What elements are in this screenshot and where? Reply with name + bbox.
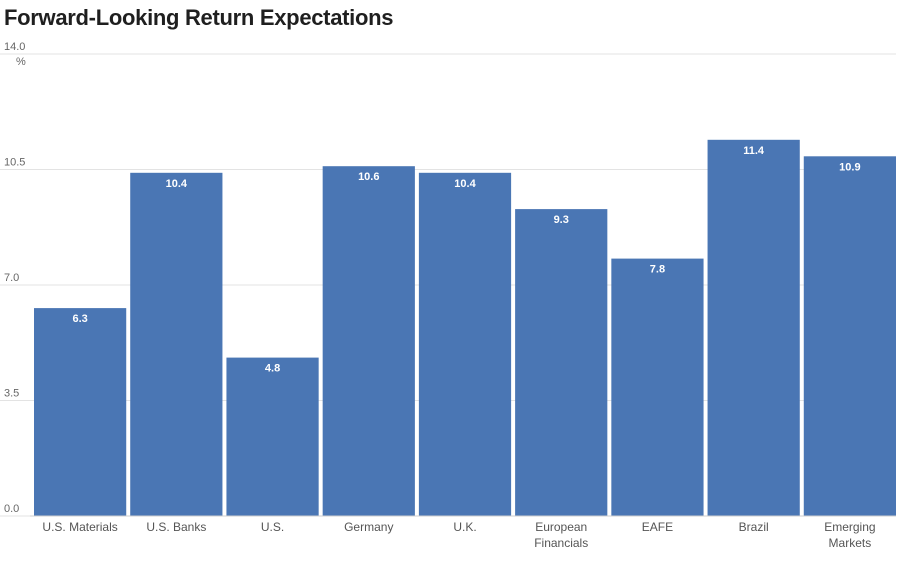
y-tick-label: 7.0 <box>4 272 19 284</box>
x-tick-label: U.S. Materials <box>42 520 117 534</box>
bar <box>611 258 704 516</box>
data-label: 6.3 <box>72 313 87 325</box>
y-unit-label: % <box>16 56 26 68</box>
data-label: 10.4 <box>166 178 188 190</box>
x-tick-label: U.S. Banks <box>146 520 206 534</box>
bar <box>226 357 319 516</box>
bar <box>803 156 896 517</box>
x-tick-label: U.S. <box>261 520 284 534</box>
bar <box>707 139 800 517</box>
chart-title: Forward-Looking Return Expectations <box>4 5 394 30</box>
x-tick-label: U.K. <box>453 520 476 534</box>
x-tick-label: European Financials <box>534 520 588 550</box>
data-label: 7.8 <box>650 264 665 276</box>
bar <box>34 308 127 516</box>
y-tick-label: 3.5 <box>4 388 19 400</box>
data-label: 10.9 <box>839 161 860 173</box>
data-label: 4.8 <box>265 363 280 375</box>
data-label: 10.6 <box>358 171 379 183</box>
y-tick-label: 0.0 <box>4 503 19 515</box>
y-tick-label: 14.0 <box>4 41 25 53</box>
x-tick-label: Germany <box>344 520 393 534</box>
y-tick-label: 10.5 <box>4 157 25 169</box>
bar <box>322 166 415 516</box>
bar <box>515 209 608 516</box>
data-label: 11.4 <box>743 145 765 157</box>
data-label: 10.4 <box>454 178 476 190</box>
bar <box>418 172 512 517</box>
x-tick-label: Emerging Markets <box>824 520 875 550</box>
x-tick-label: EAFE <box>642 520 673 534</box>
data-label: 9.3 <box>554 214 569 226</box>
bar <box>130 172 223 517</box>
x-tick-label: Brazil <box>739 520 769 534</box>
